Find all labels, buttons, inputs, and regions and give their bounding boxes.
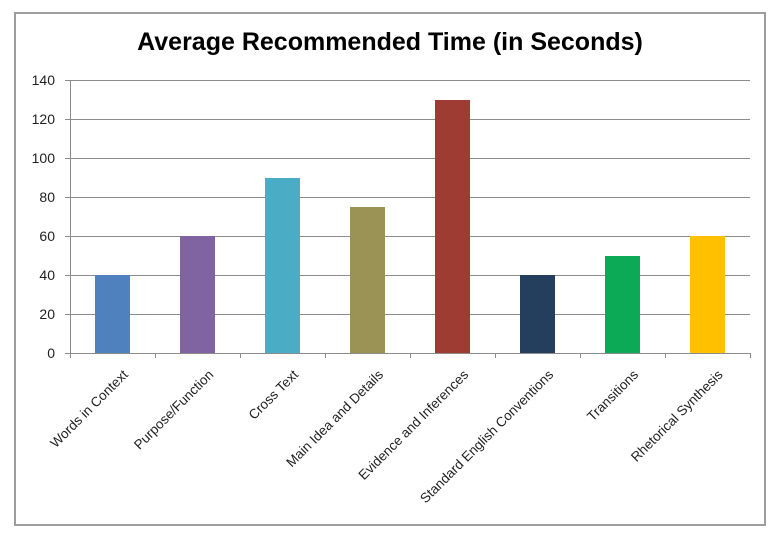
gridline	[70, 80, 750, 81]
x-category-label: Words in Context	[47, 367, 132, 451]
x-tick-mark	[155, 353, 156, 358]
bar	[95, 275, 130, 353]
x-category-label: Cross Text	[245, 367, 302, 423]
y-tick-label: 20	[39, 306, 55, 322]
y-tick-label: 40	[39, 267, 55, 283]
y-tick-mark	[65, 197, 70, 198]
x-tick-mark	[495, 353, 496, 358]
gridline	[70, 275, 750, 276]
bar	[265, 177, 300, 353]
gridline	[70, 314, 750, 315]
y-tick-label: 0	[47, 345, 55, 361]
y-tick-label: 80	[39, 189, 55, 205]
bar	[690, 236, 725, 353]
y-tick-mark	[65, 314, 70, 315]
y-tick-label: 140	[31, 72, 55, 88]
x-category-label: Purpose/Function	[130, 367, 217, 453]
x-tick-mark	[70, 353, 71, 358]
x-tick-mark	[665, 353, 666, 358]
x-tick-mark	[410, 353, 411, 358]
chart-title: Average Recommended Time (in Seconds)	[137, 28, 643, 56]
bar	[605, 255, 640, 353]
y-tick-label: 100	[31, 150, 55, 166]
x-tick-mark	[750, 353, 751, 358]
y-tick-mark	[65, 236, 70, 237]
bar	[350, 206, 385, 353]
bar	[435, 99, 470, 353]
y-tick-mark	[65, 275, 70, 276]
y-tick-mark	[65, 158, 70, 159]
gridline	[70, 158, 750, 159]
y-axis-line	[70, 80, 71, 353]
chart-frame: Average Recommended Time (in Seconds) 0 2…	[14, 12, 766, 526]
x-category-label: Transitions	[584, 367, 642, 424]
x-tick-mark	[580, 353, 581, 358]
gridline	[70, 119, 750, 120]
y-tick-label: 120	[31, 111, 55, 127]
bar	[180, 236, 215, 353]
x-category-label: Rhetorical Synthesis	[628, 367, 727, 465]
y-tick-mark	[65, 353, 70, 354]
gridline	[70, 197, 750, 198]
x-tick-mark	[240, 353, 241, 358]
x-tick-mark	[325, 353, 326, 358]
y-tick-mark	[65, 80, 70, 81]
gridline	[70, 236, 750, 237]
y-tick-label: 60	[39, 228, 55, 244]
y-tick-mark	[65, 119, 70, 120]
bar	[520, 275, 555, 353]
